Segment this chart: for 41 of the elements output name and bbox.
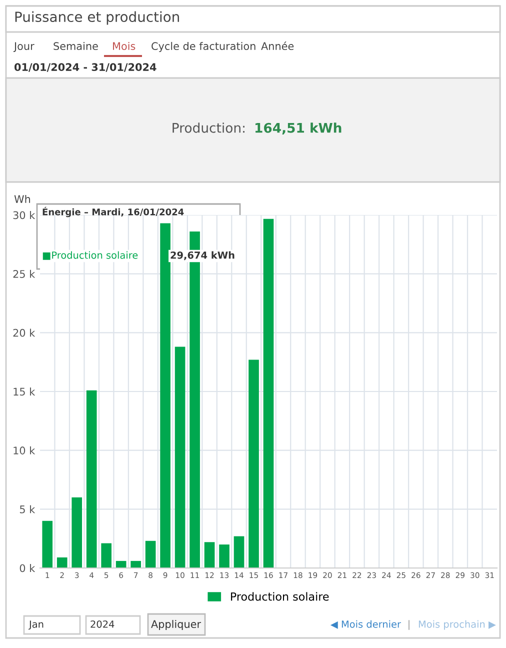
text: | [408, 620, 410, 630]
y-axis-title: Wh [14, 194, 30, 203]
y-tick-label: 25 k [13, 270, 36, 278]
text: Mois [113, 42, 136, 50]
text: Mois prochain ▶ [418, 620, 496, 630]
bar [42, 520, 53, 568]
text: Semaine [54, 42, 98, 50]
text: ◀ Mois dernier [330, 620, 401, 629]
bar [160, 223, 170, 568]
text: Appliquer [151, 620, 202, 630]
text: 2024 [90, 620, 114, 628]
bar [248, 360, 259, 568]
bar [101, 543, 112, 568]
y-tick-label: 5 k [20, 505, 36, 514]
bar [263, 218, 274, 568]
bar [86, 390, 97, 568]
text: Production: [172, 122, 244, 133]
annotation: 29,674 kWh [170, 251, 234, 260]
bar [219, 544, 230, 568]
text: Jour [13, 42, 34, 52]
y-tick-label: 20 k [13, 328, 36, 337]
bar [204, 542, 215, 568]
bar [72, 497, 82, 568]
text: 01/01/2024 - 31/01/2024 [14, 63, 156, 72]
bar [174, 346, 186, 568]
chart-title: Puissance et production [15, 11, 179, 25]
y-tick-label: 30 k [13, 211, 36, 220]
text: 164,51 kWh [255, 122, 342, 135]
bar [56, 557, 68, 568]
bar [130, 560, 141, 568]
y-tick-label: 0 k [20, 564, 36, 572]
annotation: ■Production solaire [42, 251, 138, 260]
annotation: Énergie – Mardi, 16/01/2024 [42, 206, 184, 218]
text: Cycle de facturation [152, 42, 256, 52]
bar [234, 536, 244, 568]
text: Jan [28, 620, 44, 630]
legend-label: Production solaire [231, 592, 329, 601]
bar [145, 540, 156, 568]
y-tick-label: 10 k [14, 446, 36, 454]
y-tick-label: 15 k [14, 388, 36, 396]
text: Année [261, 42, 294, 50]
